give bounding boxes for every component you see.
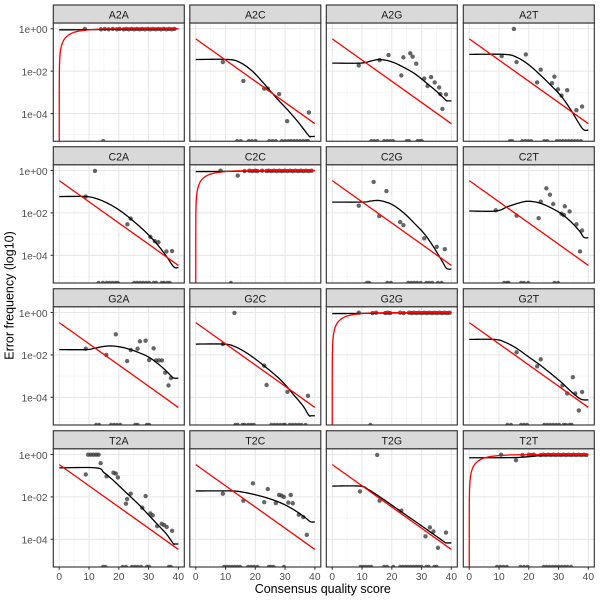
svg-text:10: 10 — [493, 572, 505, 583]
svg-text:0: 0 — [193, 572, 199, 583]
svg-text:0: 0 — [466, 572, 472, 583]
svg-text:1e+00: 1e+00 — [19, 309, 48, 320]
svg-text:C2T: C2T — [519, 151, 540, 163]
svg-text:1e+00: 1e+00 — [19, 25, 48, 36]
svg-text:A2G: A2G — [381, 10, 402, 22]
svg-text:G2G: G2G — [381, 293, 403, 305]
svg-text:10: 10 — [356, 572, 368, 583]
svg-text:0: 0 — [329, 572, 335, 583]
svg-text:1e-02: 1e-02 — [21, 209, 47, 220]
svg-text:40: 40 — [446, 572, 458, 583]
svg-text:20: 20 — [113, 572, 125, 583]
svg-text:1e-02: 1e-02 — [21, 351, 47, 362]
svg-text:0: 0 — [56, 572, 62, 583]
svg-text:1e-02: 1e-02 — [21, 67, 47, 78]
svg-text:1e-04: 1e-04 — [21, 252, 47, 263]
svg-text:40: 40 — [309, 572, 321, 583]
svg-text:1e-02: 1e-02 — [21, 493, 47, 504]
svg-text:1e-04: 1e-04 — [21, 110, 47, 121]
svg-text:40: 40 — [583, 572, 595, 583]
svg-text:Consensus quality score: Consensus quality score — [255, 582, 391, 596]
svg-text:C2G: C2G — [381, 151, 403, 163]
svg-text:Error frequency (log10): Error frequency (log10) — [3, 231, 17, 360]
svg-text:20: 20 — [386, 572, 398, 583]
svg-text:1e-04: 1e-04 — [21, 536, 47, 547]
svg-text:T2T: T2T — [519, 435, 538, 447]
svg-text:A2A: A2A — [109, 10, 130, 22]
svg-text:1e-04: 1e-04 — [21, 394, 47, 405]
svg-text:C2C: C2C — [245, 151, 267, 163]
svg-text:20: 20 — [523, 572, 535, 583]
svg-text:A2C: A2C — [245, 10, 266, 22]
svg-text:1e+00: 1e+00 — [19, 167, 48, 178]
svg-text:30: 30 — [279, 572, 291, 583]
svg-text:G2T: G2T — [518, 293, 539, 305]
svg-text:30: 30 — [416, 572, 428, 583]
svg-text:40: 40 — [173, 572, 185, 583]
svg-text:T2A: T2A — [109, 435, 129, 447]
svg-text:30: 30 — [553, 572, 565, 583]
svg-text:A2T: A2T — [519, 10, 539, 22]
svg-text:30: 30 — [143, 572, 155, 583]
svg-text:1e+00: 1e+00 — [19, 451, 48, 462]
svg-text:T2G: T2G — [381, 435, 402, 447]
svg-text:T2C: T2C — [245, 435, 265, 447]
svg-text:G2A: G2A — [108, 293, 130, 305]
svg-text:20: 20 — [250, 572, 262, 583]
svg-text:10: 10 — [220, 572, 232, 583]
svg-text:G2C: G2C — [244, 293, 266, 305]
svg-text:C2A: C2A — [108, 151, 130, 163]
svg-text:10: 10 — [83, 572, 95, 583]
